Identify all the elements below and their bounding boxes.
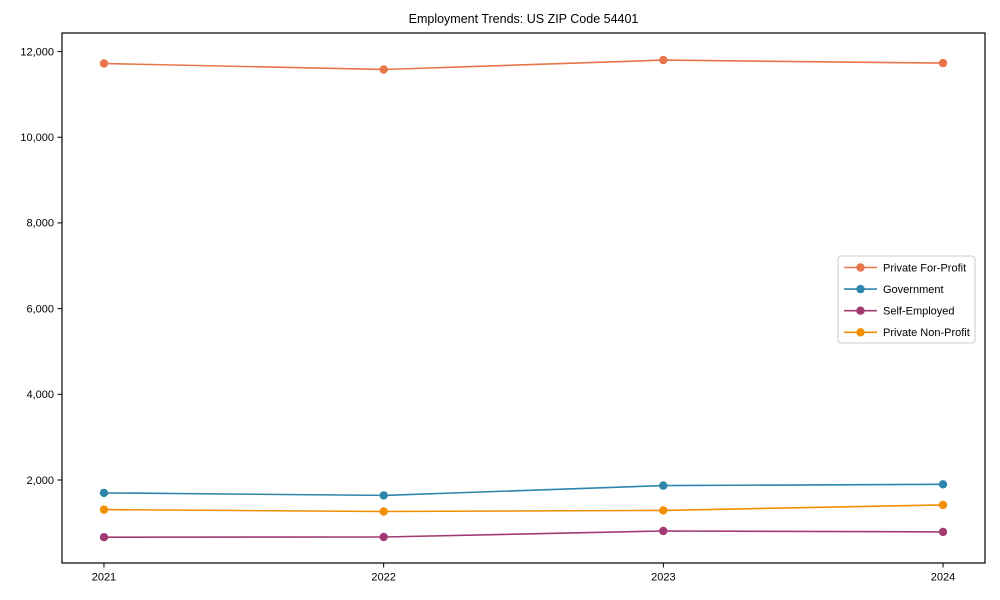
legend-entry-self-employed: Self-Employed: [844, 306, 955, 318]
plot-border: [61, 32, 986, 564]
y-axis-tick-label: 4,000: [26, 389, 54, 401]
data-point-self-employed: [938, 527, 948, 537]
y-axis-tick-label: 2,000: [26, 475, 54, 487]
legend-entry-government: Government: [844, 284, 944, 296]
data-point-private-for-profit: [938, 58, 948, 68]
y-axis-tick-label: 12,000: [20, 46, 54, 58]
legend-box: [837, 255, 976, 344]
legend-entry-private-non-profit: Private Non-Profit: [844, 327, 970, 339]
data-point-private-non-profit: [379, 507, 388, 516]
data-point-government: [379, 491, 388, 500]
legend-label-self-employed: Self-Employed: [883, 306, 955, 318]
x-axis-tick-label: 2021: [92, 572, 116, 584]
data-point-government: [659, 481, 668, 490]
data-point-private-non-profit: [938, 500, 948, 510]
legend-entry-private-for-profit: Private For-Profit: [844, 262, 966, 274]
data-point-private-non-profit: [99, 505, 109, 514]
legend-marker-private-non-profit: [856, 328, 865, 337]
legend-marker-private-for-profit: [856, 263, 865, 272]
data-point-self-employed: [379, 532, 388, 542]
x-axis-tick-label: 2023: [651, 572, 675, 584]
data-point-private-for-profit: [99, 59, 109, 68]
legend-marker-government: [856, 284, 865, 294]
data-point-self-employed: [99, 533, 109, 542]
data-point-private-for-profit: [379, 65, 388, 74]
data-point-private-for-profit: [659, 55, 668, 65]
series-line-private-non-profit: [103, 504, 944, 513]
data-point-private-non-profit: [659, 506, 668, 515]
x-axis-tick-label: 2022: [371, 572, 395, 584]
data-point-government: [99, 488, 109, 498]
legend-label-government: Government: [883, 284, 944, 296]
series-line-private-for-profit: [103, 59, 944, 71]
y-axis-tick-label: 6,000: [26, 303, 54, 315]
y-axis-tick-label: 8,000: [26, 218, 54, 230]
legend-label-private-non-profit: Private Non-Profit: [883, 327, 970, 339]
x-axis-tick-label: 2024: [931, 572, 955, 584]
y-axis-tick-label: 10,000: [20, 132, 54, 144]
legend-label-private-for-profit: Private For-Profit: [883, 262, 966, 274]
series-line-self-employed: [103, 530, 944, 539]
legend: Private For-Profit Government Self-Employe…: [837, 255, 976, 344]
data-point-self-employed: [659, 526, 668, 536]
series-line-government: [103, 483, 944, 497]
legend-marker-self-employed: [856, 306, 865, 315]
chart-title: Employment Trends: US ZIP Code 54401: [408, 12, 639, 26]
data-point-government: [938, 480, 948, 489]
